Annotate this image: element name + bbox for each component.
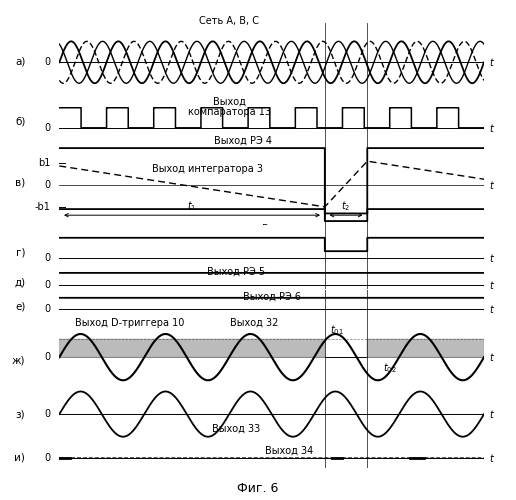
- Text: 0: 0: [44, 58, 51, 68]
- Text: б): б): [15, 116, 25, 126]
- Text: ж): ж): [12, 356, 25, 366]
- Text: Выход РЭ 4: Выход РЭ 4: [214, 136, 272, 146]
- Text: $t$: $t$: [489, 122, 495, 134]
- Text: 0: 0: [44, 409, 51, 419]
- Text: $t_{02}$: $t_{02}$: [383, 362, 397, 376]
- Text: Сеть А, В, С: Сеть А, В, С: [199, 16, 259, 26]
- Text: 0: 0: [44, 352, 51, 362]
- Text: $t_{01}$: $t_{01}$: [330, 323, 344, 336]
- Text: $t$: $t$: [489, 179, 495, 191]
- Text: в): в): [15, 178, 25, 188]
- Text: b1: b1: [38, 158, 51, 168]
- Text: г): г): [16, 248, 25, 258]
- Text: $t$: $t$: [489, 452, 495, 464]
- Text: Выход: Выход: [213, 96, 246, 106]
- Text: $t$: $t$: [489, 252, 495, 264]
- Text: Выход: Выход: [262, 223, 295, 233]
- Text: 0: 0: [44, 453, 51, 463]
- Text: Выход РЭ 6: Выход РЭ 6: [243, 292, 301, 302]
- Text: е): е): [15, 302, 25, 312]
- Text: д): д): [14, 277, 25, 287]
- Text: $t_2$: $t_2$: [341, 199, 351, 212]
- Text: $t$: $t$: [489, 304, 495, 316]
- Text: 0: 0: [44, 123, 51, 133]
- Text: компаратора 13: компаратора 13: [188, 107, 271, 117]
- Text: $t_1$: $t_1$: [187, 199, 197, 212]
- Text: -b1: -b1: [35, 202, 51, 212]
- Text: Выход интегратора 3: Выход интегратора 3: [152, 164, 264, 174]
- Text: 0: 0: [44, 254, 51, 264]
- Text: $t$: $t$: [489, 56, 495, 68]
- Text: Выход 32: Выход 32: [230, 318, 278, 328]
- Text: 0: 0: [44, 280, 51, 289]
- Text: $t$: $t$: [489, 278, 495, 290]
- Text: $t$: $t$: [489, 351, 495, 363]
- Text: Выход 34: Выход 34: [265, 446, 314, 456]
- Text: и): и): [14, 452, 25, 462]
- Text: компаратора 7: компаратора 7: [240, 230, 317, 240]
- Text: Выход РЭ 5: Выход РЭ 5: [207, 267, 265, 277]
- Text: 0: 0: [44, 180, 51, 190]
- Text: $t$: $t$: [489, 408, 495, 420]
- Text: 0: 0: [44, 304, 51, 314]
- Text: з): з): [16, 409, 25, 419]
- Text: Фиг. 6: Фиг. 6: [237, 482, 279, 495]
- Text: а): а): [15, 56, 25, 66]
- Text: Выход D-триггера 10: Выход D-триггера 10: [75, 318, 185, 328]
- Text: Выход 33: Выход 33: [212, 424, 261, 434]
